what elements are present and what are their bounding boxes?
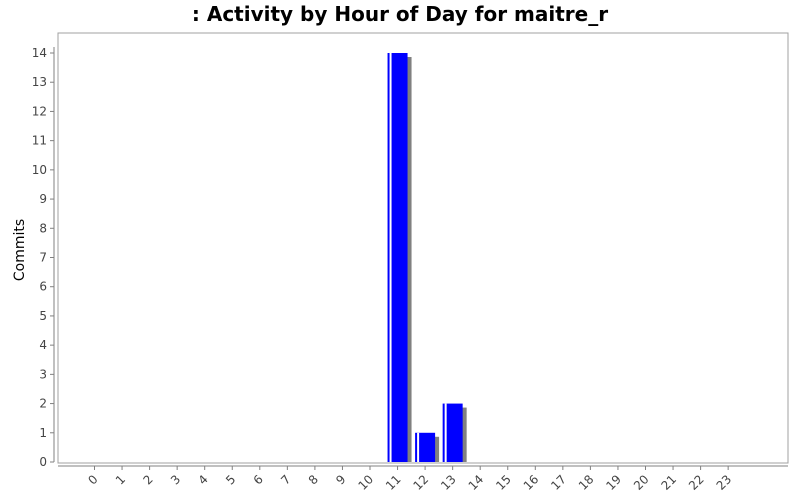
bar-hour-12 bbox=[415, 432, 436, 462]
y-tick-label: 4 bbox=[39, 338, 47, 352]
bar-hour-11 bbox=[387, 53, 408, 462]
chart-title: : Activity by Hour of Day for maitre_r bbox=[192, 2, 608, 26]
y-tick-label: 1 bbox=[39, 426, 47, 440]
x-tick-label: 5 bbox=[223, 472, 238, 487]
x-tick-label: 1 bbox=[113, 472, 128, 487]
x-tick-label: 3 bbox=[168, 472, 183, 487]
x-tick-label: 10 bbox=[355, 472, 376, 493]
x-tick-label: 20 bbox=[631, 472, 652, 493]
y-tick-label: 5 bbox=[39, 309, 47, 323]
y-tick-label: 2 bbox=[39, 397, 47, 411]
x-tick-label: 16 bbox=[521, 472, 542, 493]
y-tick-label: 13 bbox=[32, 75, 47, 89]
x-tick-label: 14 bbox=[466, 472, 487, 493]
x-tick-label: 11 bbox=[383, 472, 404, 493]
y-tick-label: 10 bbox=[32, 163, 47, 177]
x-tick-label: 17 bbox=[548, 472, 569, 493]
y-tick-label: 0 bbox=[39, 455, 47, 469]
x-tick-label: 18 bbox=[576, 472, 597, 493]
x-tick-label: 2 bbox=[140, 472, 155, 487]
y-tick-label: 7 bbox=[39, 251, 47, 265]
x-tick-label: 19 bbox=[603, 472, 624, 493]
x-tick-label: 6 bbox=[251, 472, 266, 487]
y-axis-label: Commits bbox=[12, 219, 28, 281]
x-tick-label: 9 bbox=[333, 472, 348, 487]
x-tick-label: 8 bbox=[306, 472, 321, 487]
y-tick-label: 11 bbox=[32, 134, 47, 148]
x-tick-label: 12 bbox=[411, 472, 432, 493]
y-tick-label: 14 bbox=[32, 46, 47, 60]
x-tick-label: 15 bbox=[493, 472, 514, 493]
bars bbox=[387, 53, 467, 462]
x-axis: 0 1 2 3 4 5 6 7 8 9 10 11 12 13 14 15 16 17 18 19 20 21 22 23 bbox=[58, 465, 788, 493]
x-tick-label: 4 bbox=[196, 472, 211, 487]
y-tick-label: 3 bbox=[39, 367, 47, 381]
x-tick-label: 23 bbox=[714, 472, 735, 493]
x-tick-label: 7 bbox=[278, 472, 293, 487]
plot-area bbox=[57, 32, 789, 464]
bar-highlight bbox=[444, 403, 447, 462]
y-tick-label: 8 bbox=[39, 221, 47, 235]
x-tick-label: 0 bbox=[85, 472, 100, 487]
x-tick-label: 21 bbox=[658, 472, 679, 493]
x-tick-label: 13 bbox=[438, 472, 459, 493]
x-tick-label: 22 bbox=[686, 472, 707, 493]
y-tick-label: 6 bbox=[39, 280, 47, 294]
bar-highlight bbox=[417, 432, 420, 462]
y-tick-label: 9 bbox=[39, 192, 47, 206]
bar-highlight bbox=[389, 53, 392, 462]
bar-hour-13 bbox=[442, 403, 463, 462]
y-tick-label: 12 bbox=[32, 104, 47, 118]
